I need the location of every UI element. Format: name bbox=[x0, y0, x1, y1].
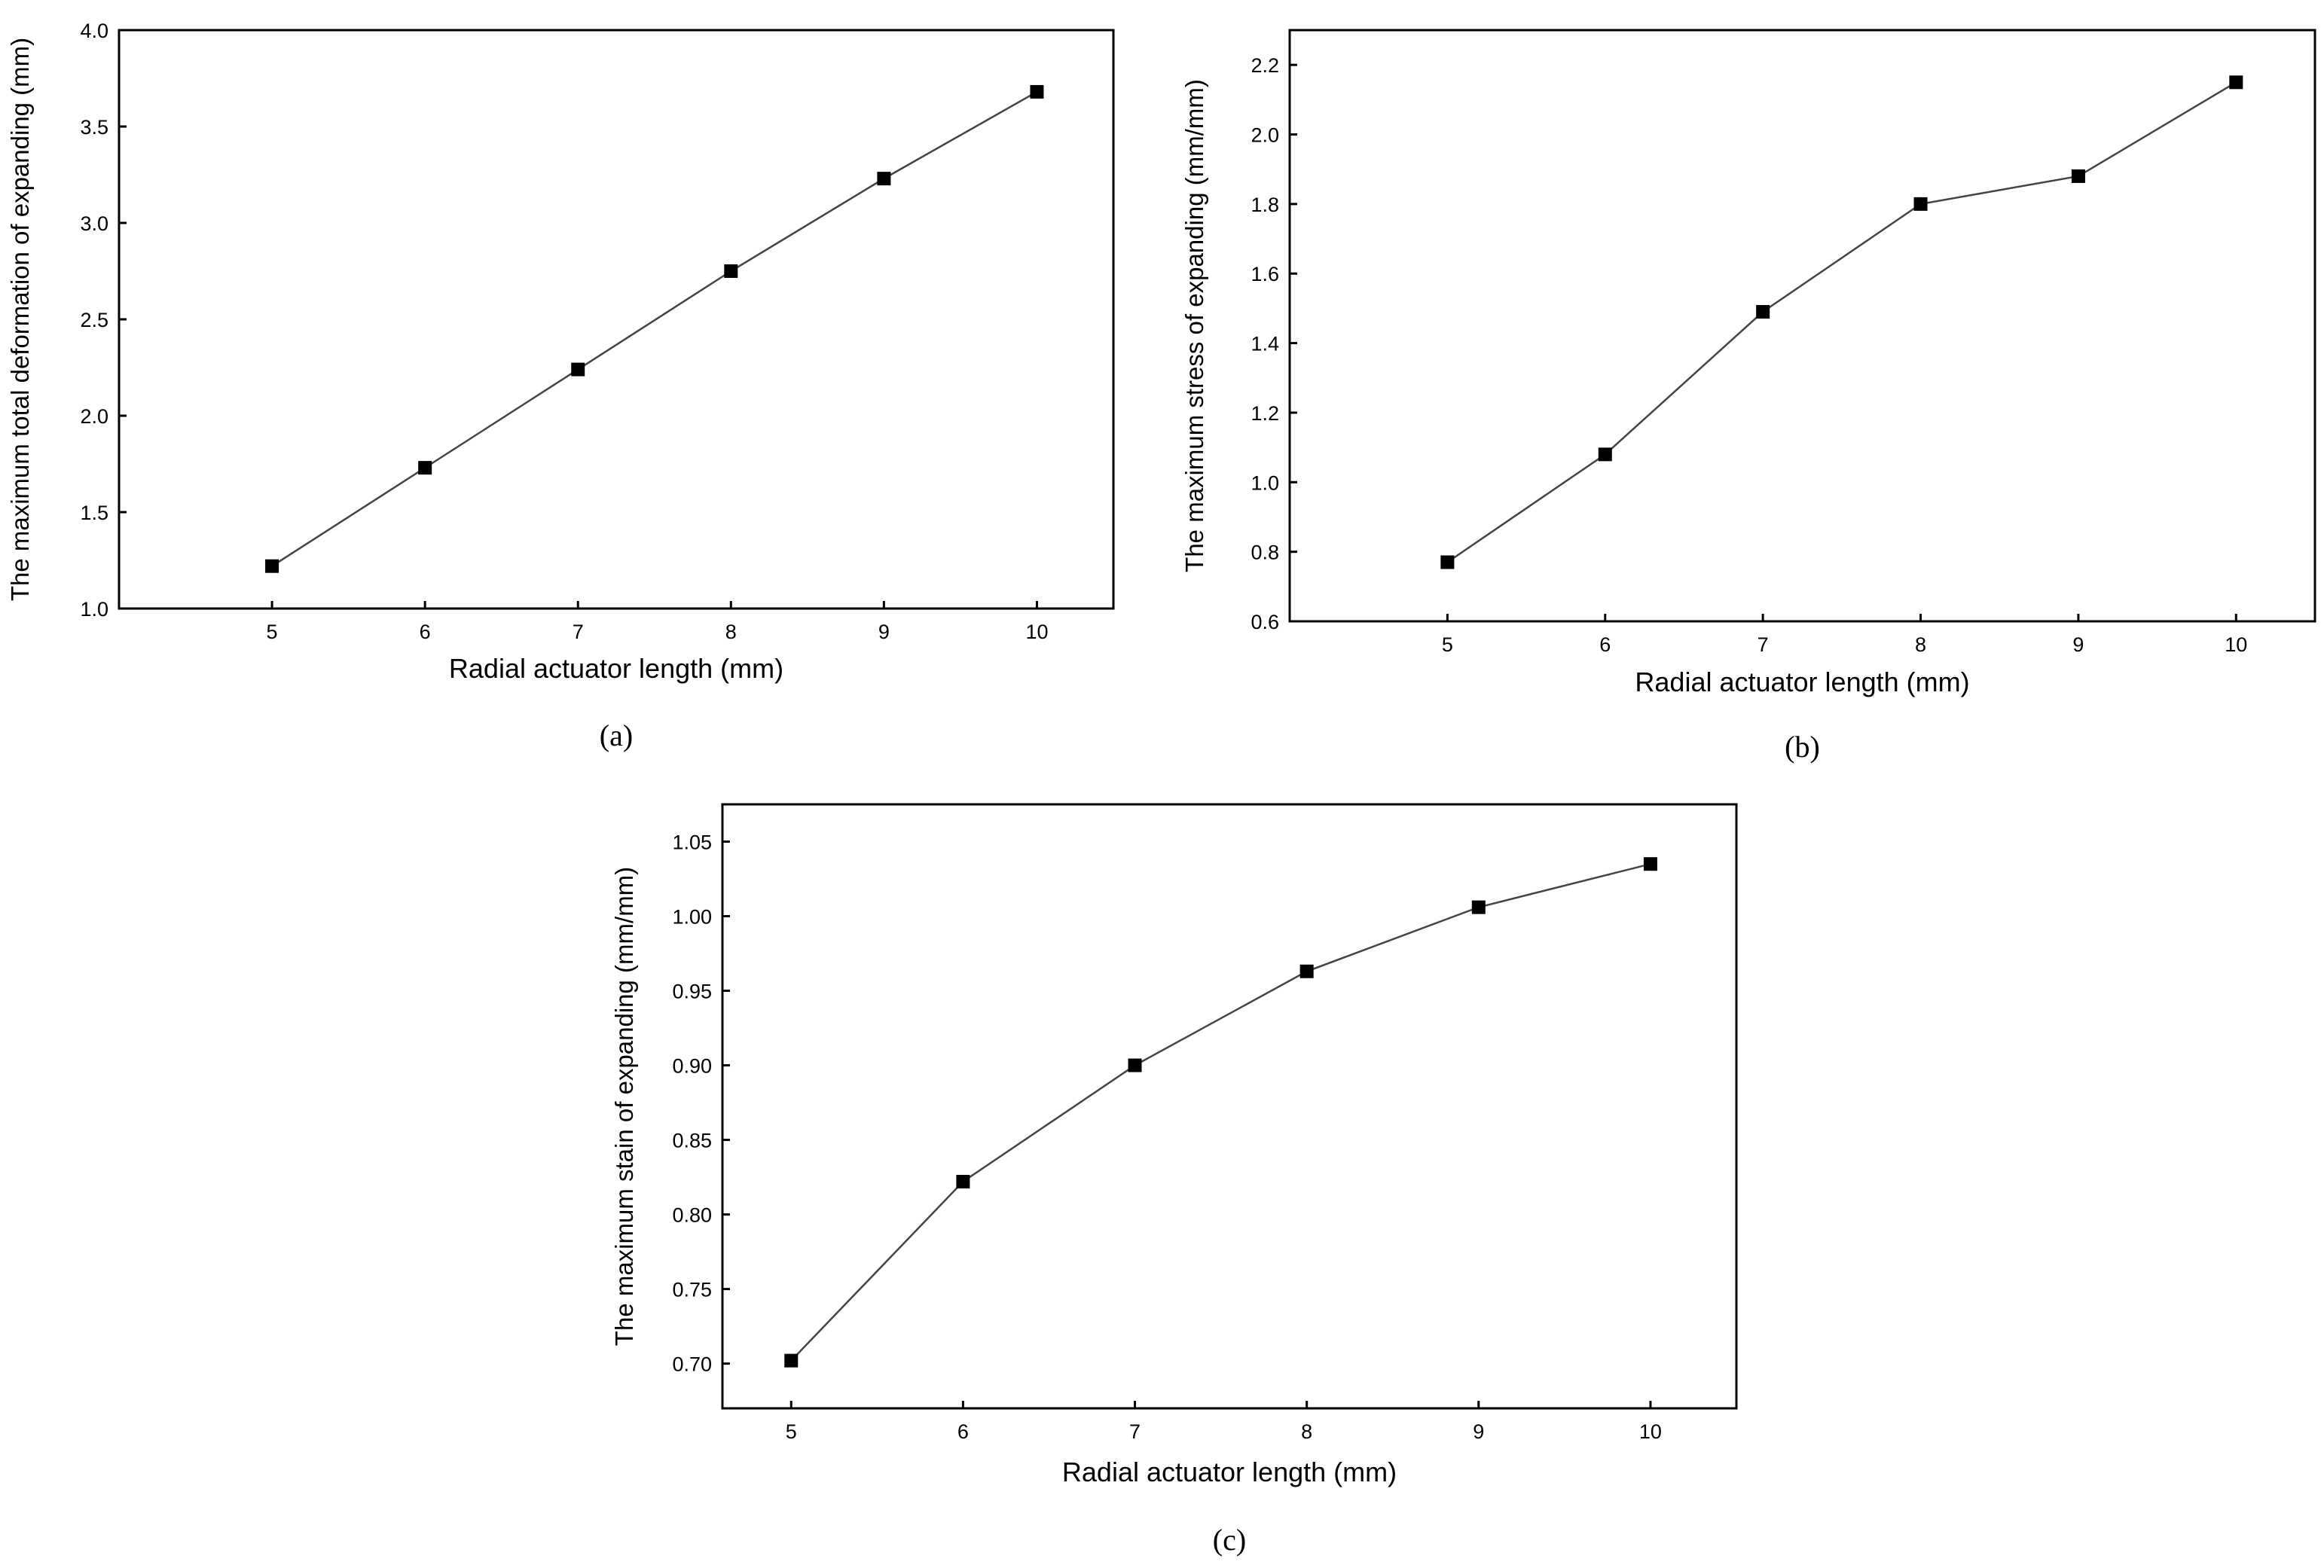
y-tick-label: 0.85 bbox=[672, 1130, 712, 1152]
data-point-marker bbox=[2071, 169, 2085, 183]
data-point-marker bbox=[265, 559, 279, 573]
y-axis-title: The maximum total deformation of expandi… bbox=[6, 38, 34, 601]
y-tick-label: 4.0 bbox=[80, 20, 108, 42]
y-tick-label: 1.0 bbox=[80, 598, 108, 621]
y-tick-label: 1.8 bbox=[1251, 194, 1279, 216]
x-tick-label: 8 bbox=[725, 621, 737, 643]
data-point-marker bbox=[571, 362, 585, 377]
y-tick-label: 1.2 bbox=[1251, 402, 1279, 425]
panel-label-b: (b) bbox=[1785, 730, 1820, 764]
x-tick-label: 6 bbox=[1599, 633, 1611, 656]
x-tick-label: 10 bbox=[2225, 633, 2247, 656]
data-point-marker bbox=[1471, 900, 1486, 914]
x-tick-label: 7 bbox=[1129, 1420, 1141, 1443]
x-tick-label: 10 bbox=[1639, 1420, 1662, 1443]
panel-label-c: (c) bbox=[1213, 1523, 1246, 1557]
x-tick-label: 8 bbox=[1915, 633, 1926, 656]
panel-a: 5 6 7 8 9 10 1.0 1.5 2.0 2.5 3.0 3.5 4.0 Radial actua… bbox=[6, 20, 1115, 752]
x-tick-label: 9 bbox=[1473, 1420, 1484, 1443]
plot-area-frame bbox=[721, 803, 1738, 1410]
x-tick-label: 10 bbox=[1025, 621, 1048, 643]
y-tick-label: 1.0 bbox=[1251, 471, 1279, 494]
y-axis-title: The maximum stain of expanding (mm/mm) bbox=[610, 867, 638, 1346]
x-tick-label: 6 bbox=[420, 621, 431, 643]
y-tick-label: 2.2 bbox=[1251, 54, 1279, 77]
y-tick-label: 0.70 bbox=[672, 1353, 712, 1376]
plot-area-frame bbox=[1288, 29, 2316, 623]
data-point-marker bbox=[1128, 1058, 1142, 1072]
data-point-marker bbox=[784, 1353, 799, 1368]
y-axis-title: The maximum stress of expanding (mm/mm) bbox=[1180, 79, 1208, 572]
data-point-marker bbox=[1030, 84, 1044, 99]
y-tick-label: 0.90 bbox=[672, 1055, 712, 1078]
data-point-marker bbox=[1299, 964, 1314, 978]
y-tick-label: 0.75 bbox=[672, 1279, 712, 1301]
x-tick-label: 5 bbox=[1442, 633, 1453, 656]
data-point-marker bbox=[956, 1175, 970, 1189]
data-point-marker bbox=[724, 264, 738, 278]
x-tick-label: 8 bbox=[1301, 1420, 1312, 1443]
y-tick-label: 0.80 bbox=[672, 1204, 712, 1227]
x-tick-label: 9 bbox=[878, 621, 890, 643]
x-tick-label: 6 bbox=[957, 1420, 969, 1443]
x-tick-label: 7 bbox=[573, 621, 584, 643]
data-point-marker bbox=[877, 172, 891, 186]
y-tick-label: 2.5 bbox=[80, 309, 108, 331]
y-tick-label: 1.5 bbox=[80, 502, 108, 524]
y-tick-label: 0.6 bbox=[1251, 611, 1279, 633]
data-point-marker bbox=[1598, 447, 1612, 462]
y-tick-label: 0.8 bbox=[1251, 541, 1279, 564]
y-tick-label: 2.0 bbox=[1251, 124, 1279, 147]
data-point-marker bbox=[2229, 75, 2243, 90]
y-tick-label: 3.0 bbox=[80, 212, 108, 235]
data-point-marker bbox=[1913, 197, 1928, 211]
y-tick-label: 1.00 bbox=[672, 906, 712, 929]
data-point-marker bbox=[1440, 555, 1455, 569]
data-point-marker bbox=[1756, 305, 1770, 319]
y-tick-label: 1.05 bbox=[672, 831, 712, 854]
x-axis-title: Radial actuator length (mm) bbox=[449, 653, 783, 684]
series-line bbox=[1446, 81, 2237, 563]
plot-area-frame bbox=[118, 29, 1115, 610]
y-tick-label: 1.4 bbox=[1251, 333, 1279, 355]
series-line bbox=[790, 862, 1651, 1362]
x-tick-label: 5 bbox=[267, 621, 278, 643]
panel-b: 5 6 7 8 9 10 0.6 0.8 1.0 1.2 1.4 1.6 1.8 2.0 2.2 Radial… bbox=[1180, 29, 2316, 764]
data-point-marker bbox=[1643, 857, 1657, 871]
x-tick-label: 9 bbox=[2072, 633, 2084, 656]
y-tick-label: 2.0 bbox=[80, 405, 108, 428]
x-tick-label: 5 bbox=[786, 1420, 797, 1443]
x-axis-title: Radial actuator length (mm) bbox=[1635, 667, 1969, 697]
panel-label-a: (a) bbox=[600, 718, 633, 752]
x-axis-title: Radial actuator length (mm) bbox=[1062, 1457, 1397, 1487]
y-tick-label: 3.5 bbox=[80, 116, 108, 139]
y-tick-label: 1.6 bbox=[1251, 263, 1279, 285]
x-tick-label: 7 bbox=[1758, 633, 1769, 656]
y-tick-label: 0.95 bbox=[672, 981, 712, 1003]
panel-c: 5 6 7 8 9 10 0.70 0.75 0.80 0.85 0.90 0.95 1.00 1.05 R… bbox=[610, 803, 1738, 1557]
data-point-marker bbox=[418, 461, 432, 475]
series-line bbox=[271, 90, 1038, 567]
